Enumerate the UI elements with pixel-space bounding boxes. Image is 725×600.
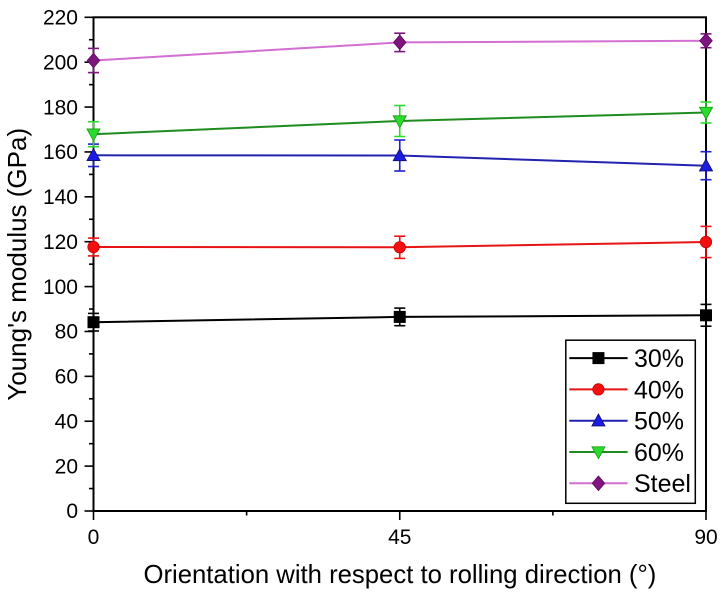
- svg-text:Orientation with respect to ro: Orientation with respect to rolling dire…: [143, 561, 656, 589]
- svg-text:60: 60: [55, 366, 78, 389]
- svg-text:0: 0: [66, 500, 78, 523]
- svg-text:30%: 30%: [634, 345, 684, 373]
- svg-text:140: 140: [43, 186, 78, 209]
- svg-text:60%: 60%: [634, 439, 684, 467]
- svg-text:Young's modulus (GPa): Young's modulus (GPa): [2, 128, 32, 401]
- svg-text:20: 20: [55, 455, 78, 478]
- svg-text:200: 200: [43, 51, 78, 74]
- svg-text:40%: 40%: [634, 376, 684, 404]
- svg-text:180: 180: [43, 96, 78, 119]
- svg-text:80: 80: [55, 321, 78, 344]
- svg-text:0: 0: [88, 526, 100, 549]
- svg-text:160: 160: [43, 141, 78, 164]
- svg-text:45: 45: [388, 526, 411, 549]
- svg-text:90: 90: [694, 526, 717, 549]
- svg-text:220: 220: [43, 7, 78, 30]
- svg-text:50%: 50%: [634, 408, 684, 436]
- svg-text:Steel: Steel: [634, 470, 691, 498]
- svg-text:40: 40: [55, 410, 78, 433]
- svg-text:100: 100: [43, 276, 78, 299]
- svg-text:120: 120: [43, 231, 78, 254]
